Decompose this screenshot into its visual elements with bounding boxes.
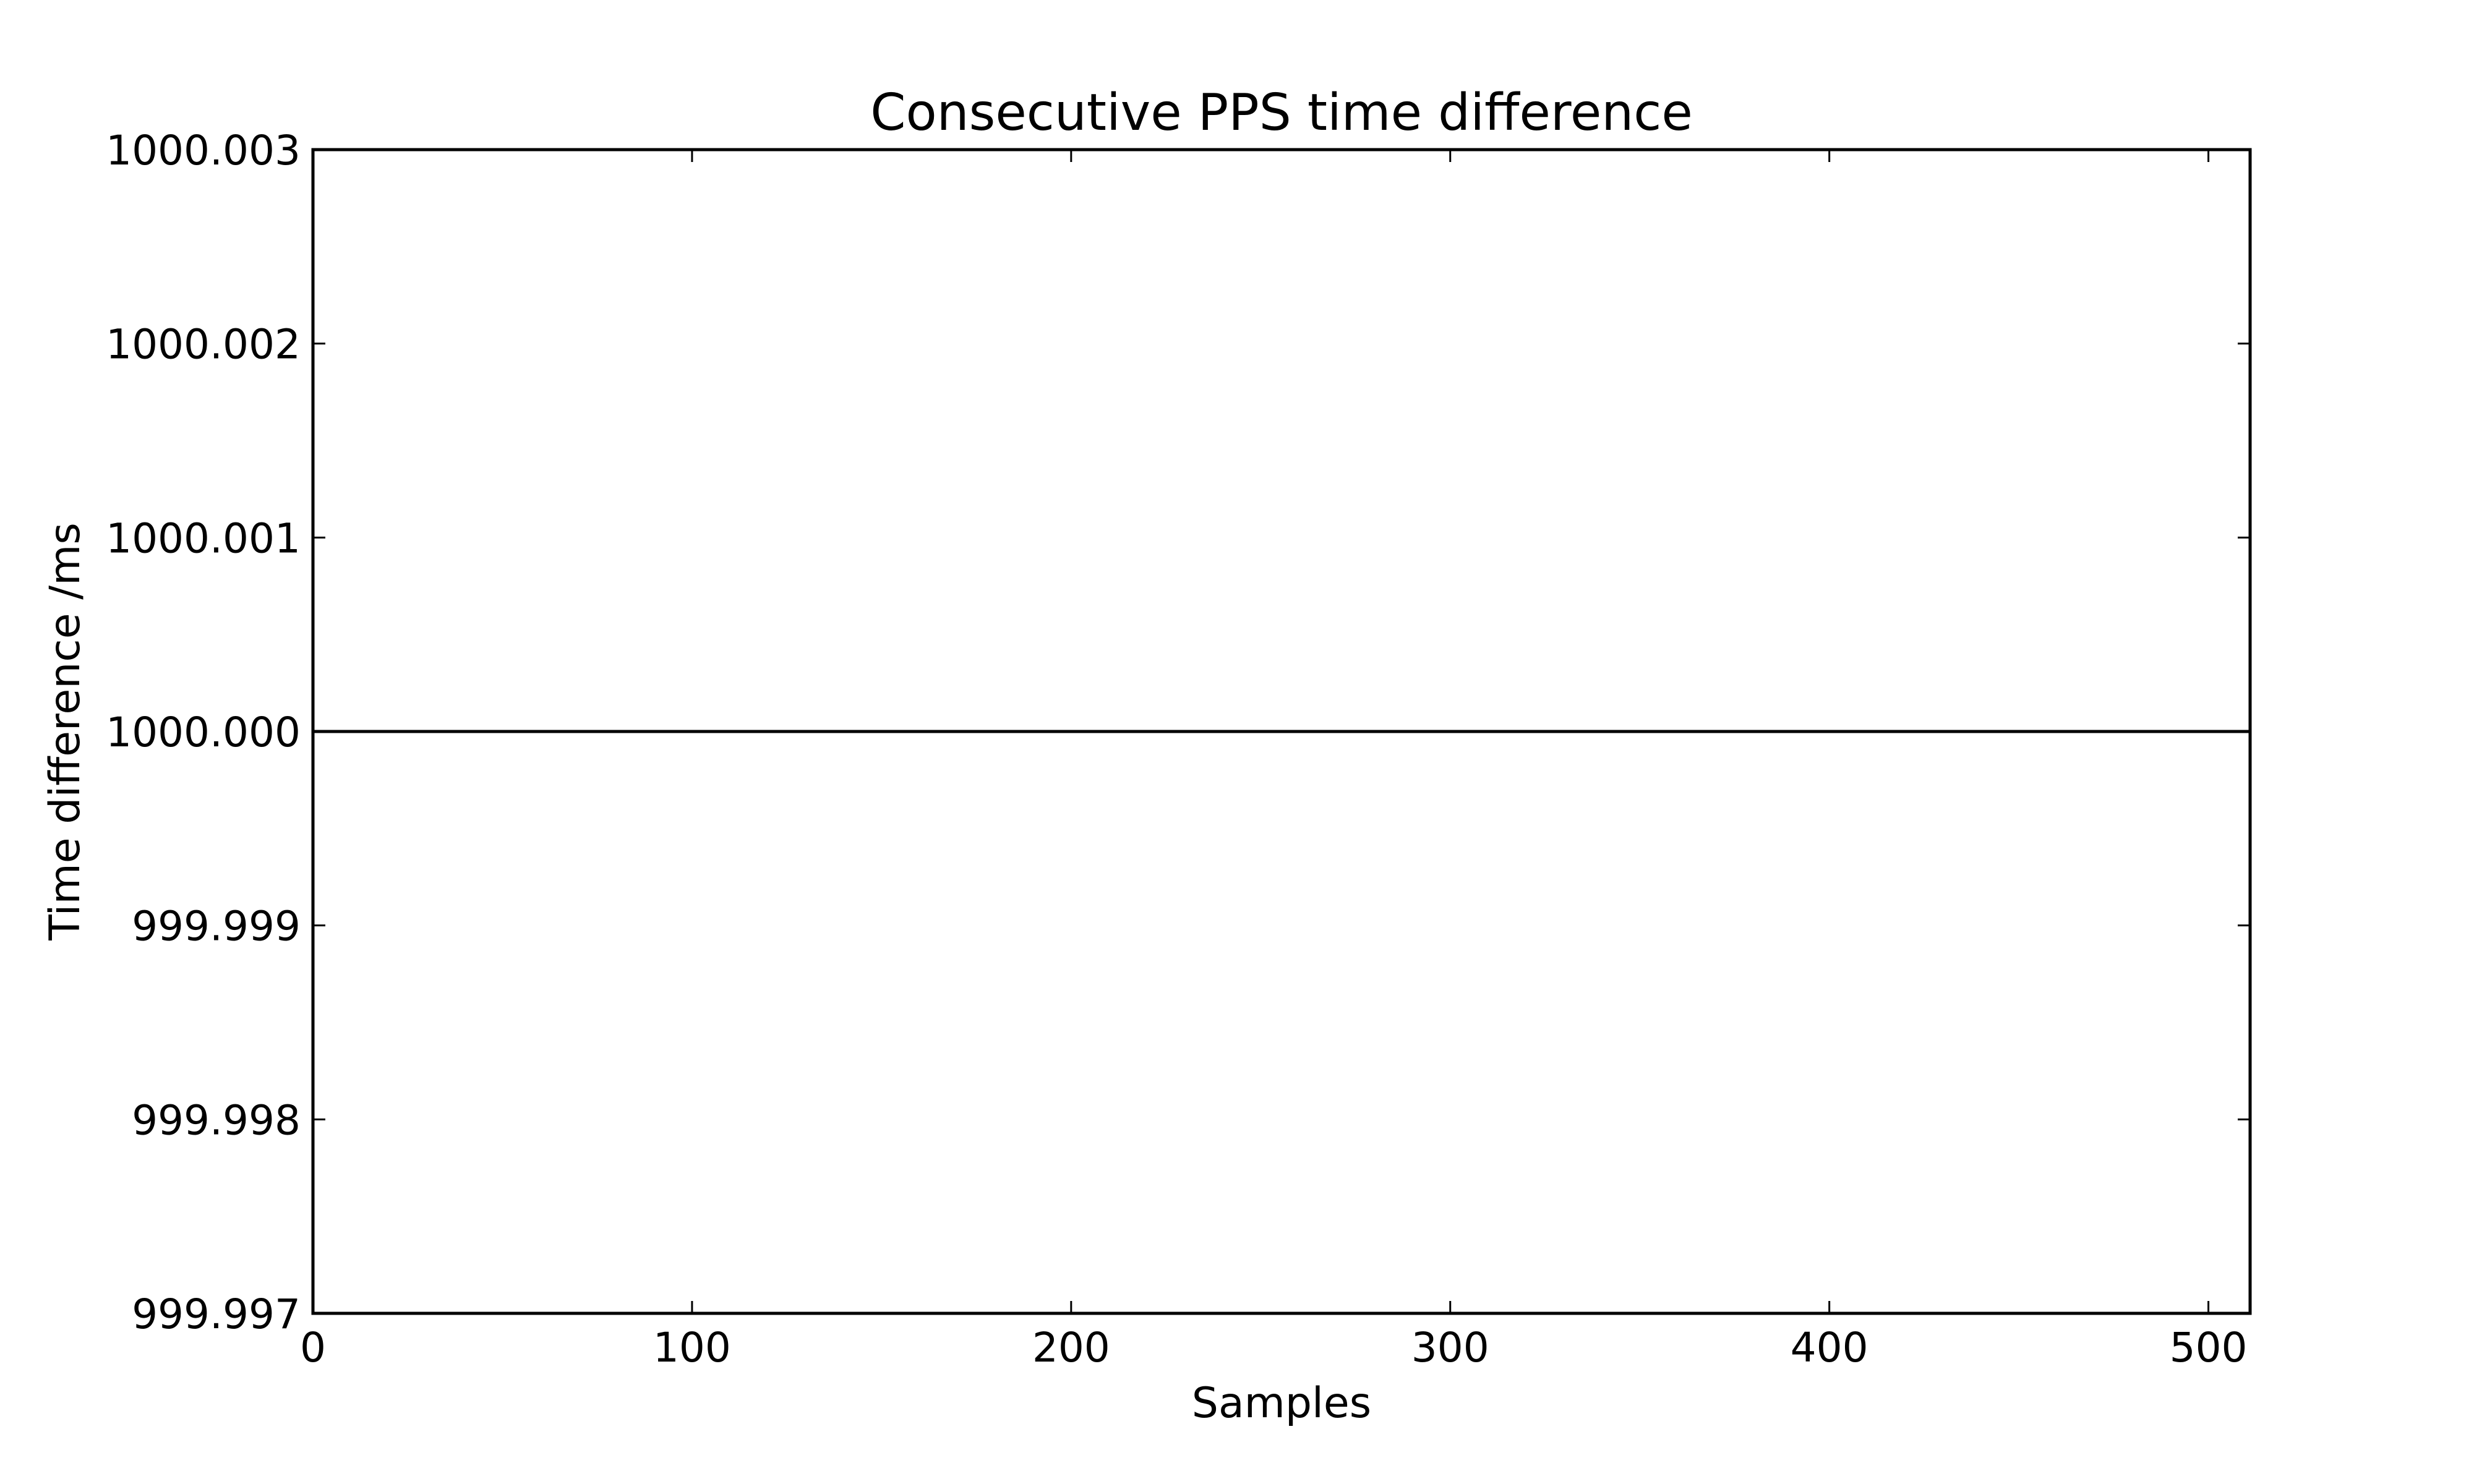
y-tick-label: 1000.002 [106, 321, 301, 369]
y-tick-label: 999.997 [132, 1290, 301, 1338]
plot-frame [311, 148, 2252, 1315]
x-tick-label: 500 [2170, 1324, 2248, 1371]
x-tick-label: 100 [653, 1324, 731, 1371]
chart-title: Consecutive PPS time difference [870, 83, 1693, 142]
x-tick-label: 300 [1411, 1324, 1489, 1371]
y-tick-label: 999.998 [132, 1096, 301, 1144]
y-axis-title: Time difference /ms [41, 522, 90, 941]
x-tick-label: 0 [300, 1324, 326, 1371]
x-tick-label: 400 [1791, 1324, 1868, 1371]
x-axis-title: Samples [1192, 1379, 1371, 1428]
y-tick-label: 999.999 [132, 903, 301, 950]
y-tick-label: 1000.003 [106, 127, 301, 174]
x-axis-ticks: 0 100 200 300 400 500 [300, 150, 2248, 1371]
y-tick-label: 1000.000 [106, 709, 301, 756]
x-tick-label: 200 [1032, 1324, 1110, 1371]
y-tick-label: 1000.001 [106, 514, 301, 562]
y-axis-ticks: 999.997 999.998 999.999 1000.000 1000.001 100… [106, 127, 2250, 1338]
